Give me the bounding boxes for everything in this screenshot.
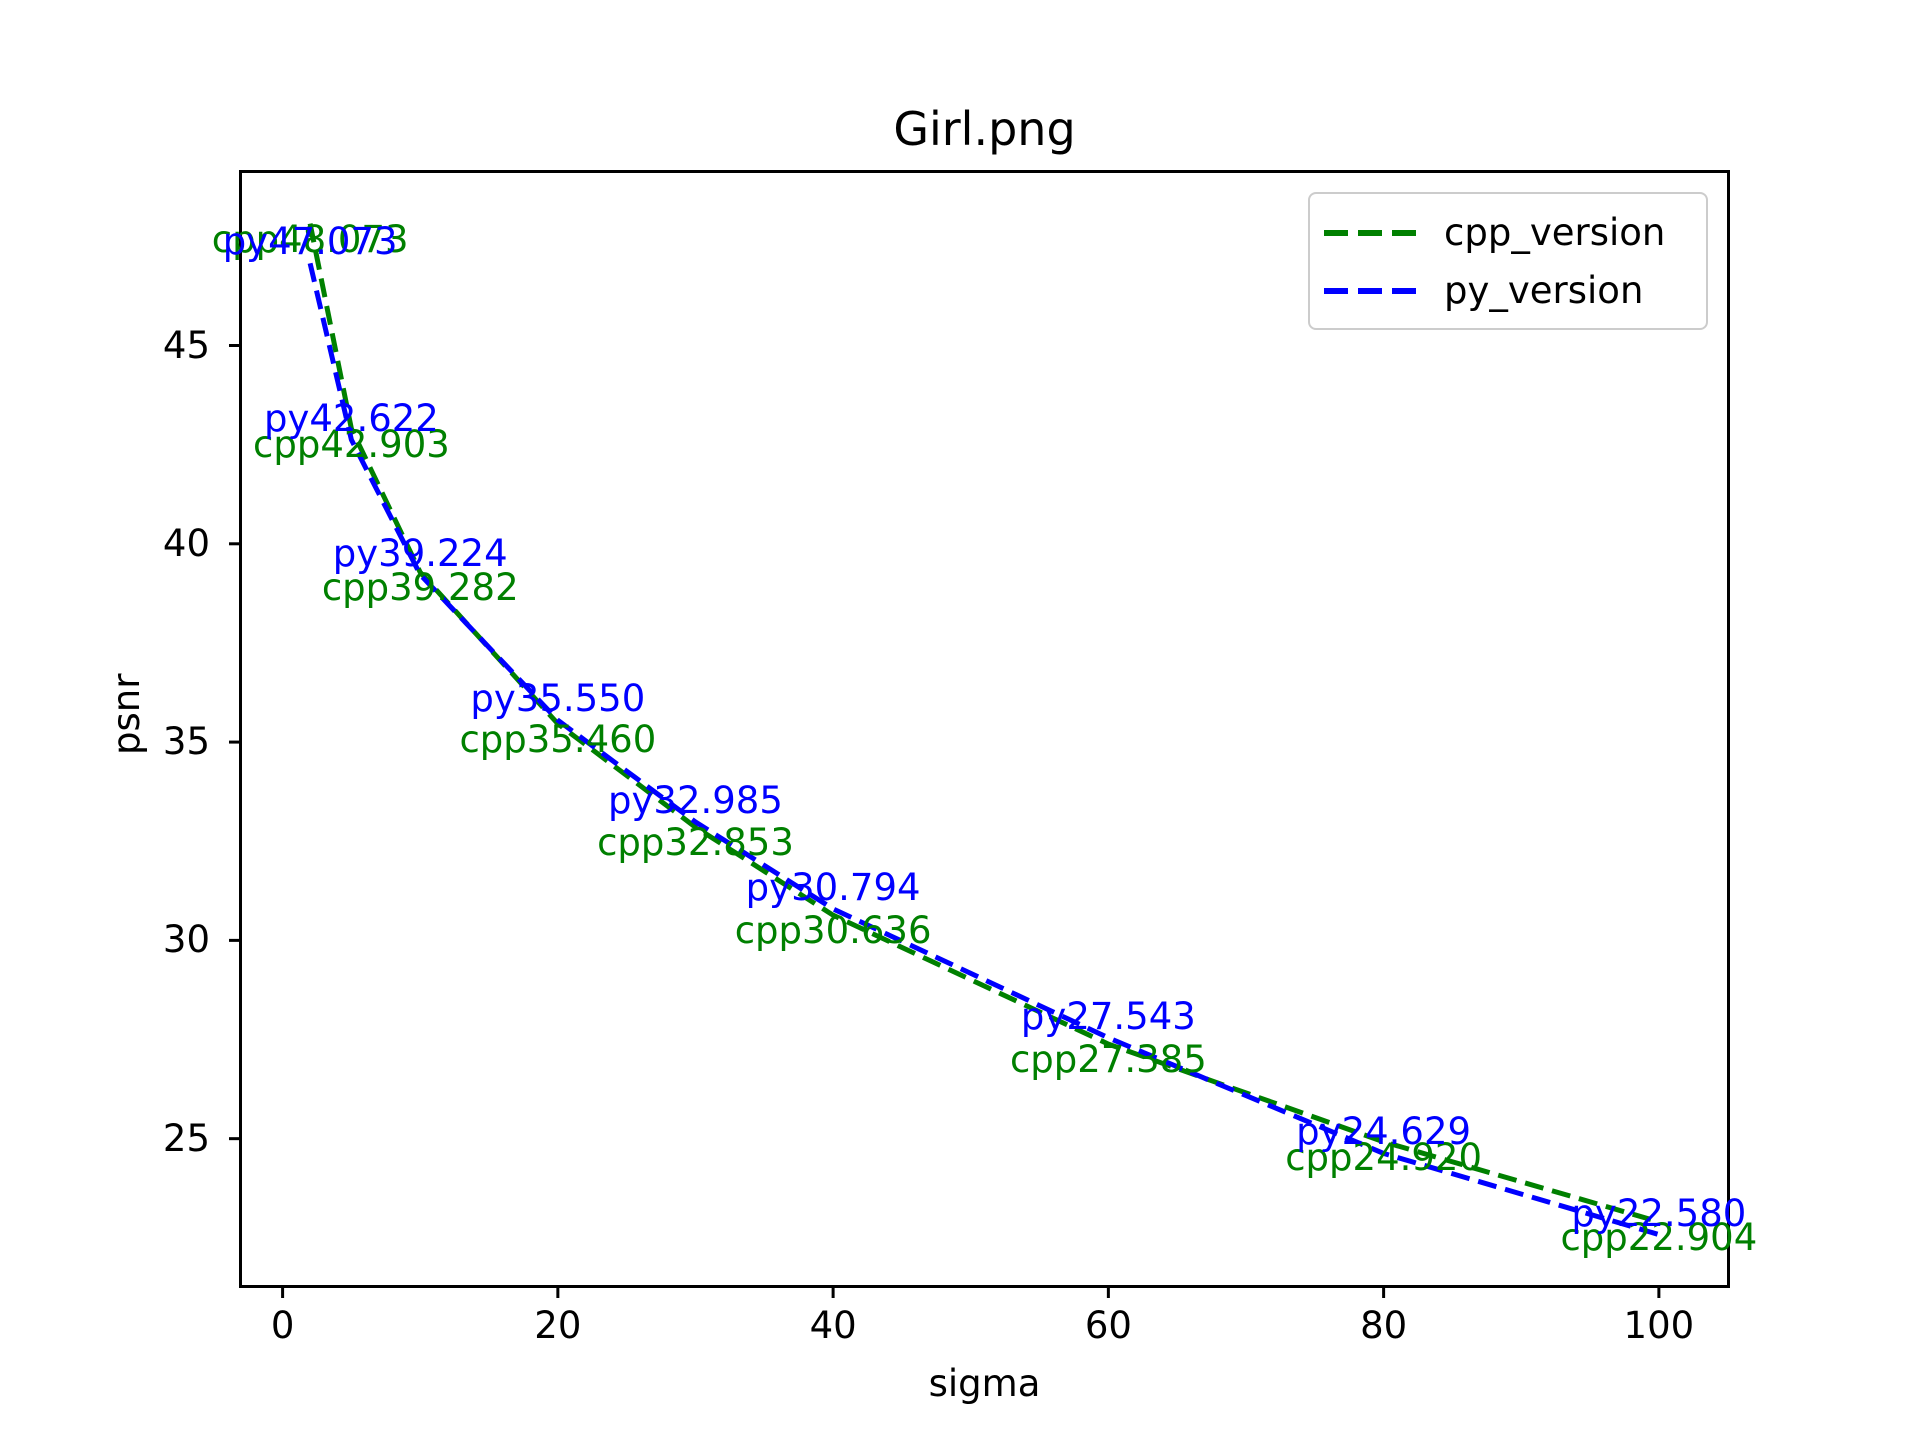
chart-title: Girl.png xyxy=(893,102,1076,156)
annotation-cpp_version: cpp30.636 xyxy=(734,909,932,953)
legend-label-py-version: py_version xyxy=(1444,269,1644,312)
annotation-py_version: py42.622 xyxy=(263,396,439,440)
annotation-cpp_version: cpp24.920 xyxy=(1285,1135,1482,1179)
annotation-cpp_version: cpp32.853 xyxy=(597,821,794,865)
x-tick-label: 20 xyxy=(534,1304,582,1347)
annotation-py_version: py32.985 xyxy=(608,778,783,822)
x-tick-label: 100 xyxy=(1623,1304,1695,1347)
annotation-py_version: py39.224 xyxy=(332,531,508,575)
legend-item-py-version: py_version xyxy=(1324,262,1706,320)
legend-line-sample-cpp-icon xyxy=(1324,230,1416,236)
x-tick-label: 40 xyxy=(809,1304,857,1347)
series-line-cpp_version xyxy=(307,223,1660,1225)
y-tick-label: 30 xyxy=(162,918,210,962)
y-tick-label: 25 xyxy=(162,1116,210,1160)
x-tick-label: 0 xyxy=(270,1304,295,1347)
annotation-cpp_version: cpp35.460 xyxy=(459,717,657,761)
y-tick-label: 45 xyxy=(162,323,210,367)
annotation-cpp_version: cpp39.282 xyxy=(321,566,519,610)
annotation-cpp_version: cpp42.903 xyxy=(253,422,450,466)
annotation-py_version: py24.629 xyxy=(1296,1110,1472,1154)
annotation-cpp_version: cpp22.904 xyxy=(1560,1215,1758,1259)
x-axis-label: sigma xyxy=(928,1362,1041,1405)
legend-line-sample-py-icon xyxy=(1324,288,1416,294)
series-line-py_version xyxy=(307,262,1660,1237)
annotation-py_version: py30.794 xyxy=(745,865,921,909)
annotation-py_version: py47.073 xyxy=(222,220,398,264)
legend-label-cpp-version: cpp_version xyxy=(1444,211,1666,254)
legend: cpp_version py_version xyxy=(1308,192,1708,330)
annotation-cpp_version: cpp27.385 xyxy=(1009,1038,1207,1082)
y-tick-label: 40 xyxy=(162,521,210,565)
y-tick-label: 35 xyxy=(162,720,210,764)
plot-area xyxy=(239,170,1730,1288)
annotation-cpp_version: cpp48.073 xyxy=(211,217,409,261)
legend-item-cpp-version: cpp_version xyxy=(1324,204,1706,262)
annotation-py_version: py27.543 xyxy=(1020,994,1196,1038)
annotation-py_version: py35.550 xyxy=(470,677,646,721)
x-tick-label: 80 xyxy=(1360,1304,1408,1347)
x-tick-label: 60 xyxy=(1084,1304,1132,1347)
annotation-py_version: py22.580 xyxy=(1571,1191,1747,1235)
